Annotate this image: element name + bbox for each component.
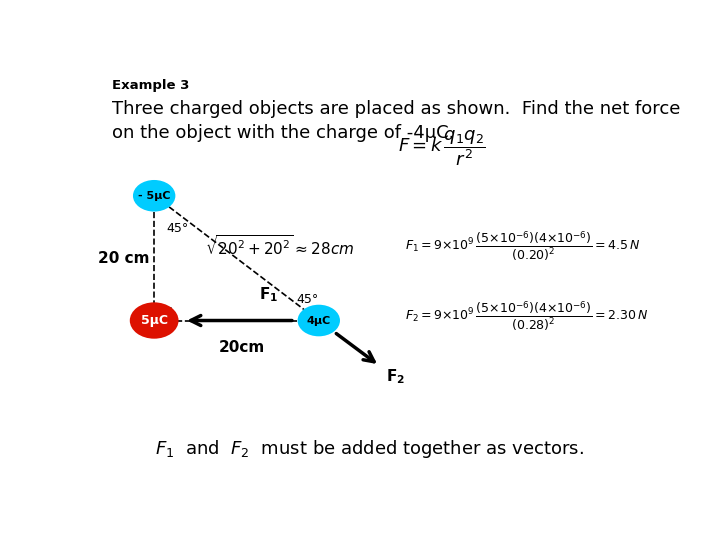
Circle shape <box>130 302 179 339</box>
Text: 5μC: 5μC <box>140 314 168 327</box>
Circle shape <box>133 180 176 212</box>
Text: Three charged objects are placed as shown.  Find the net force: Three charged objects are placed as show… <box>112 100 680 118</box>
Text: $F_1$  and  $F_2$  must be added together as vectors.: $F_1$ and $F_2$ must be added together a… <box>155 438 583 461</box>
Text: $\mathbf{F_2}$: $\mathbf{F_2}$ <box>386 368 405 387</box>
Text: $\mathbf{F_1}$: $\mathbf{F_1}$ <box>259 285 278 304</box>
Text: $F_2 = 9{\times}10^9\,\dfrac{(5{\times}10^{-6})(4{\times}10^{-6})}{(0.28)^2} = 2: $F_2 = 9{\times}10^9\,\dfrac{(5{\times}1… <box>405 300 649 333</box>
Text: $F = k\,\dfrac{q_1 q_2}{r^2}$: $F = k\,\dfrac{q_1 q_2}{r^2}$ <box>397 128 485 168</box>
Text: 45°: 45° <box>166 222 189 235</box>
Text: 20 cm: 20 cm <box>98 251 149 266</box>
Text: 4μC: 4μC <box>307 315 331 326</box>
Circle shape <box>297 305 340 336</box>
Text: 20cm: 20cm <box>219 340 265 355</box>
Text: Example 3: Example 3 <box>112 79 189 92</box>
Text: 45°: 45° <box>297 293 319 306</box>
Text: on the object with the charge of -4μC.: on the object with the charge of -4μC. <box>112 124 455 142</box>
Text: $F_1 = 9{\times}10^9\,\dfrac{(5{\times}10^{-6})(4{\times}10^{-6})}{(0.20)^2} = 4: $F_1 = 9{\times}10^9\,\dfrac{(5{\times}1… <box>405 229 641 262</box>
Text: $\sqrt{20^2 + 20^2} \approx 28cm$: $\sqrt{20^2 + 20^2} \approx 28cm$ <box>205 234 354 258</box>
Text: - 5μC: - 5μC <box>138 191 171 201</box>
